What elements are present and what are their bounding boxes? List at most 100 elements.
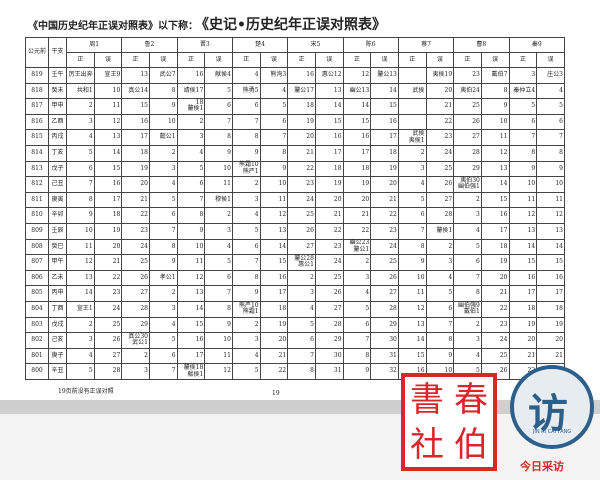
right-cell: 4 (397, 176, 427, 193)
wrong-cell: 13 (536, 222, 565, 240)
right-cell: 宣王1 (66, 300, 95, 318)
seal-char: 書 (410, 379, 444, 420)
right-cell: 7 (231, 254, 261, 271)
right-cell: 19 (342, 176, 372, 193)
wrong-cell: 12 (204, 363, 233, 380)
wrong-cell: 26 (370, 269, 399, 287)
right-cell: 12 (397, 300, 427, 318)
right-cell: 9 (397, 254, 427, 271)
title-main: 《史记•历史纪年正误对照表》 (202, 17, 386, 33)
right-cell: 11 (66, 238, 95, 256)
right-cell: 18 (508, 300, 538, 318)
wrong-cell: 18 (259, 300, 289, 318)
wrong-cell: 32 (370, 363, 399, 380)
right-cell: 4 (66, 347, 95, 365)
wrong-cell: 戴伯7 (480, 67, 510, 84)
right-cell: 2 (66, 98, 95, 115)
year-cell: 805 (25, 285, 49, 302)
right-cell: 9 (342, 363, 372, 380)
wrong-cell: 20 (536, 332, 565, 349)
logo-romanized: JIN RI CAI FANG (532, 429, 572, 435)
right-cell: 15 (397, 347, 427, 365)
year-cell: 806 (25, 269, 49, 287)
table-row: 817 甲申 2 11 15 9 18 釐侯1 6 6 5 18 14 14 15 21 25 9 5 5 (25, 98, 565, 115)
right-cell: 3 (176, 129, 206, 146)
wrong-cell: 10 (536, 176, 565, 193)
wrong-cell: 9 (425, 347, 455, 365)
wrong-cell: 16 (370, 113, 399, 131)
header-state: 陈6 (342, 37, 399, 53)
wrong-cell: 7 (204, 113, 233, 131)
ganzhi-cell: 辛丑 (48, 363, 67, 380)
header-wrong: 误 (425, 52, 455, 68)
right-cell: 3 (453, 207, 482, 224)
wrong-cell: 7 (204, 285, 233, 302)
right-cell: 2 (287, 269, 316, 287)
year-cell: 816 (25, 113, 49, 131)
header-state: 秦9 (508, 37, 565, 53)
ganzhi-cell: 丁酉 (48, 300, 67, 318)
wrong-cell: 17 (314, 144, 344, 162)
right-cell: 19 (508, 316, 538, 334)
ganzhi-cell: 乙酉 (48, 113, 67, 131)
background (0, 414, 600, 480)
wrong-cell: 6 (148, 347, 178, 365)
wrong-cell: 釐侯1 (425, 222, 455, 240)
right-cell: 18 (287, 98, 316, 115)
right-cell: 4 (231, 207, 261, 224)
right-cell: 29 (453, 160, 482, 178)
right-cell: 20 (342, 191, 372, 209)
wrong-cell: 20 (93, 238, 123, 256)
table-row: 806 乙未 13 22 26 孝公1 12 6 8 16 2 25 3 26 10 4 7 20 16 16 (25, 269, 565, 287)
wrong-cell: 10 (204, 332, 233, 349)
table-row: 804 丁酉 宣王1 24 28 3 14 8 熊严10 熊霜1 18 4 27 5 28 12 6 幽伯强9 … (25, 300, 565, 318)
title-prefix: 《中国历史纪年正误对照表》以下称： (28, 21, 198, 32)
right-cell: 8 (453, 285, 482, 302)
right-cell: 20 (287, 129, 316, 146)
right-cell: 13 (121, 67, 150, 84)
right-cell: 22 (287, 160, 316, 178)
right-cell: 幽公23 釐公1 (342, 238, 372, 256)
wrong-cell: 20 (425, 82, 455, 100)
wrong-cell: 惠公12 (314, 67, 344, 84)
year-cell: 802 (25, 332, 49, 349)
wrong-cell: 18 (314, 160, 344, 178)
header-ganzhi: 干支 (48, 37, 67, 68)
right-cell: 26 (121, 269, 150, 287)
right-cell: 幽公13 (342, 82, 372, 100)
year-cell: 804 (25, 300, 49, 318)
right-cell: 釐侯18 献侯1 (176, 363, 206, 380)
wrong-cell: 22 (370, 207, 399, 224)
wrong-cell: 6 (425, 300, 455, 318)
right-cell (397, 113, 427, 131)
wrong-cell: 18 (93, 207, 123, 224)
wrong-cell: 19 (480, 254, 510, 271)
right-cell: 22 (342, 222, 372, 240)
right-cell: 4 (231, 347, 261, 365)
ganzhi-cell: 庚寅 (48, 191, 67, 209)
wrong-cell: 9 (480, 98, 510, 115)
right-cell: 25 (121, 254, 150, 271)
right-cell: 9 (231, 144, 261, 162)
wrong-cell: 7 (148, 222, 178, 240)
right-cell: 5 (231, 363, 261, 380)
wrong-cell: 18 (536, 300, 565, 318)
year-cell: 815 (25, 129, 49, 146)
wrong-cell: 2 (148, 285, 178, 302)
right-cell: 7 (453, 269, 482, 287)
wrong-cell: 30 (314, 347, 344, 365)
logo-glyph: 访 (528, 391, 568, 437)
wrong-cell: 11 (536, 191, 565, 209)
wrong-cell: 27 (425, 191, 455, 209)
wrong-cell: 6 (204, 269, 233, 287)
right-cell: 4 (231, 67, 261, 84)
wrong-cell: 7 (259, 129, 289, 146)
right-cell: 15 (342, 113, 372, 131)
right-cell: 7 (287, 347, 316, 365)
year-cell: 819 (25, 67, 49, 84)
table-row: 809 壬辰 10 19 23 7 9 3 5 13 26 22 22 23 7 釐侯1 4 17 13 13 (25, 222, 565, 240)
ganzhi-cell: 己丑 (48, 176, 67, 193)
header-right: 正 (287, 52, 316, 68)
year-cell: 814 (25, 144, 49, 162)
wrong-cell: 5 (148, 332, 178, 349)
